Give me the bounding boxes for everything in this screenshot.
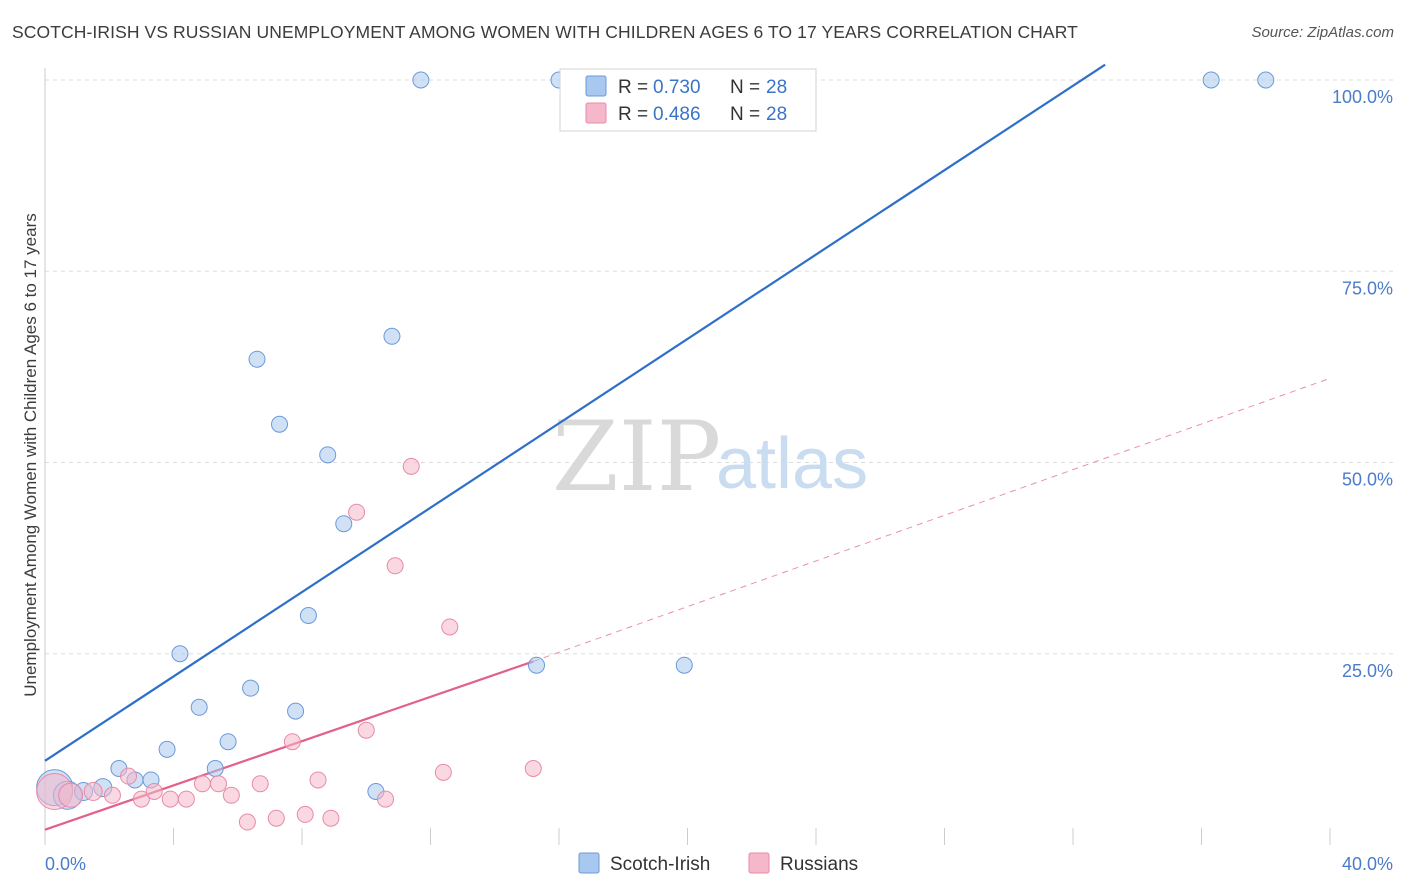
- point-scotch-irish: [299, 607, 317, 624]
- bottom-legend-swatch-russians: [748, 852, 770, 874]
- point-russians: [322, 809, 340, 827]
- point-scotch-irish: [271, 415, 289, 433]
- legend-swatch-blue: [585, 75, 607, 97]
- point-scotch-irish: [158, 740, 176, 758]
- point-scotch-irish: [219, 733, 237, 751]
- legend-r-value-2: 0.486: [653, 104, 701, 125]
- point-scotch-irish: [319, 446, 337, 464]
- point-scotch-irish: [412, 71, 430, 89]
- point-russians: [177, 790, 195, 808]
- bottom-legend-swatch-scotch-irish: [578, 852, 600, 874]
- legend-r-label-1: R =: [618, 77, 648, 98]
- y-tick-label: 25.0%: [1342, 661, 1393, 681]
- point-scotch-irish: [1257, 71, 1275, 89]
- bottom-legend: Scotch-Irish Russians: [578, 852, 858, 875]
- point-russians: [296, 805, 314, 823]
- watermark: ZIP atlas: [552, 401, 868, 513]
- point-russians: [309, 771, 327, 789]
- point-scotch-irish: [190, 698, 208, 716]
- point-russians: [209, 775, 227, 793]
- point-russians: [267, 809, 285, 827]
- trend-line-scotch-irish: [44, 63, 1106, 762]
- point-russians: [193, 775, 211, 793]
- legend-r-label-2: R =: [618, 104, 648, 125]
- point-russians: [402, 457, 420, 475]
- point-russians: [120, 767, 138, 785]
- point-russians: [161, 790, 179, 808]
- point-russians: [386, 557, 404, 575]
- watermark-zip: ZIP: [552, 401, 721, 513]
- point-russians: [283, 733, 301, 751]
- legend-swatch-pink: [585, 102, 607, 124]
- point-russians: [434, 763, 452, 781]
- point-scotch-irish: [383, 327, 401, 345]
- x-tick-label: 40.0%: [1342, 854, 1393, 874]
- y-tick-label: 100.0%: [1332, 87, 1393, 107]
- watermark-atlas: atlas: [716, 424, 868, 504]
- y-tick-label: 50.0%: [1342, 470, 1393, 490]
- x-tick-label: 0.0%: [45, 854, 86, 874]
- legend-n-value-2: 28: [766, 104, 787, 125]
- bottom-legend-label-russians: Russians: [780, 854, 858, 875]
- point-scotch-irish: [171, 645, 189, 663]
- point-russians: [441, 618, 459, 636]
- point-russians: [132, 790, 150, 808]
- legend-r-value-1: 0.730: [653, 77, 701, 98]
- trend-line-russians-extension: [533, 377, 1331, 662]
- grid-layer: [45, 79, 1395, 655]
- point-scotch-irish: [287, 702, 305, 720]
- axis-layer: 25.0% 50.0% 75.0% 100.0% 0.0% 40.0%: [44, 68, 1393, 874]
- point-russians: [377, 790, 395, 808]
- point-russians: [58, 782, 84, 808]
- point-russians: [103, 786, 121, 804]
- top-legend: R = 0.730 N = 28 R = 0.486 N = 28: [559, 68, 817, 132]
- point-scotch-irish: [335, 515, 353, 533]
- point-scotch-irish: [675, 656, 693, 674]
- point-scotch-irish: [1202, 71, 1220, 89]
- point-scotch-irish: [242, 679, 260, 697]
- y-axis-label: Unemployment Among Women with Children A…: [21, 213, 40, 697]
- legend-n-label-2: N =: [730, 104, 760, 125]
- point-russians: [348, 503, 366, 521]
- point-scotch-irish: [248, 350, 266, 368]
- point-russians: [83, 781, 103, 801]
- chart-source: Source: ZipAtlas.com: [1251, 24, 1394, 41]
- bottom-legend-label-scotch-irish: Scotch-Irish: [610, 854, 710, 875]
- legend-n-value-1: 28: [766, 77, 787, 98]
- point-russians: [145, 782, 163, 800]
- point-russians: [251, 775, 269, 793]
- point-russians: [238, 813, 256, 831]
- legend-n-label-1: N =: [730, 77, 760, 98]
- chart-title: SCOTCH-IRISH VS RUSSIAN UNEMPLOYMENT AMO…: [12, 22, 1078, 42]
- points-layer: [36, 71, 1275, 831]
- y-tick-label: 75.0%: [1342, 278, 1393, 298]
- point-scotch-irish: [528, 656, 546, 674]
- point-russians: [524, 760, 542, 777]
- point-russians: [222, 786, 240, 804]
- point-scotch-irish: [206, 760, 224, 777]
- point-russians: [357, 721, 375, 739]
